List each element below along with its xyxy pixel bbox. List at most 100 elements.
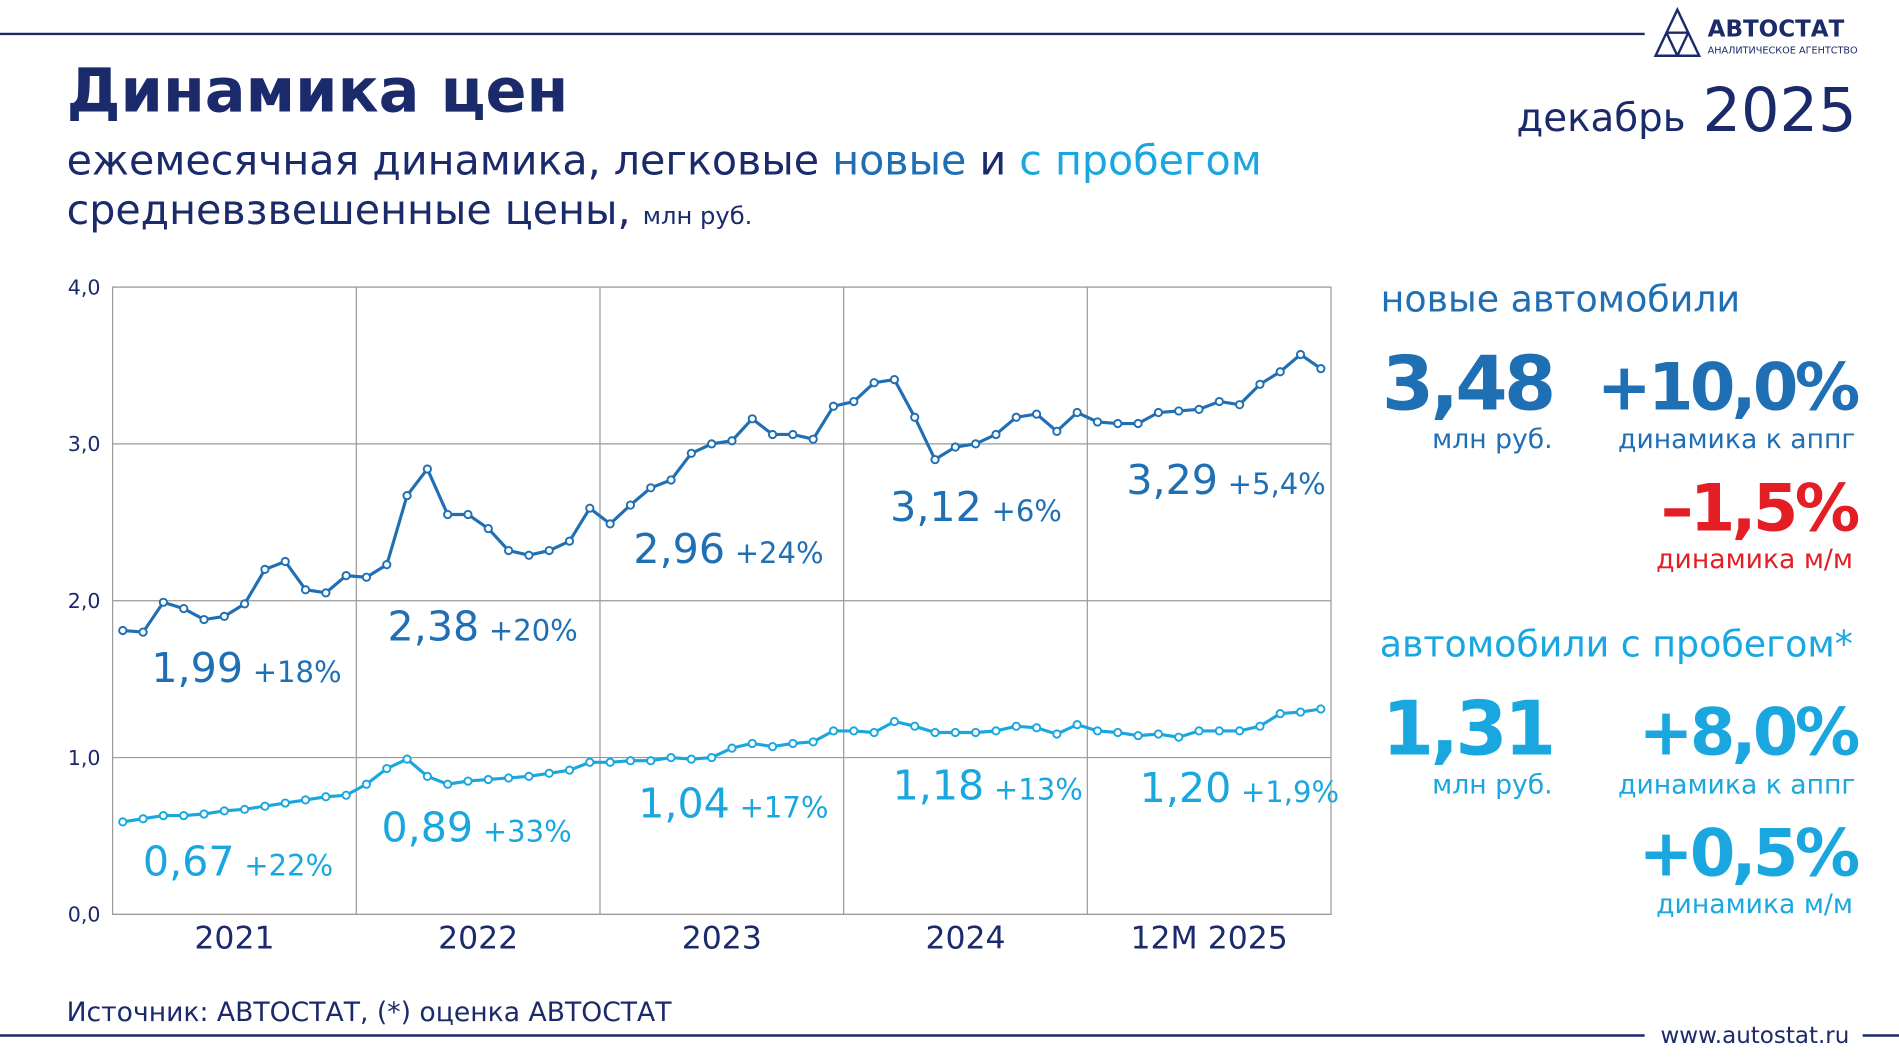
- y-tick-label: 3,0: [68, 432, 101, 456]
- annotation: 3,29 +5,4%: [1126, 456, 1325, 504]
- annotation: 1,99 +18%: [151, 644, 341, 692]
- logo-icon: [1653, 6, 1702, 57]
- x-group-label: 2021: [194, 920, 274, 956]
- data-point: [950, 442, 960, 452]
- data-point: [503, 545, 514, 556]
- subtitle-part: и: [966, 136, 1019, 184]
- data-point: [382, 560, 392, 570]
- data-point: [666, 475, 676, 485]
- x-group-label: 12M 2025: [1131, 920, 1288, 956]
- data-point: [605, 519, 615, 529]
- panel-unit: млн руб.: [1432, 769, 1553, 800]
- data-point: [991, 726, 1001, 736]
- subtitle-part: ежемесячная динамика, легковые: [67, 136, 833, 184]
- logo-name: АВТОСТАТ: [1708, 16, 1845, 42]
- data-point: [707, 752, 717, 763]
- data-point: [158, 597, 168, 607]
- data-point: [767, 429, 778, 440]
- data-point: [1092, 417, 1103, 427]
- data-point: [1153, 407, 1163, 418]
- data-point: [808, 737, 818, 747]
- annotation-change: +17%: [740, 791, 829, 825]
- subtitle-2: средневзвешенные цены, млн руб.: [67, 186, 753, 234]
- data-point: [625, 756, 636, 766]
- data-point: [219, 806, 229, 816]
- data-point: [889, 374, 900, 385]
- annotation-value: 2,38: [388, 603, 480, 651]
- panel-unit: млн руб.: [1432, 424, 1553, 455]
- data-point: [321, 588, 331, 598]
- data-point: [341, 571, 351, 581]
- data-point: [179, 603, 189, 614]
- annotation: 2,38 +20%: [388, 603, 578, 651]
- data-point: [930, 454, 940, 465]
- data-point: [280, 798, 290, 808]
- data-point: [889, 716, 900, 727]
- data-point: [382, 763, 392, 774]
- annotation-value: 1,99: [151, 644, 243, 692]
- data-point: [788, 738, 798, 749]
- data-point: [686, 448, 696, 458]
- annotation-value: 0,67: [143, 838, 235, 886]
- data-point: [240, 804, 250, 814]
- annotation-change: +13%: [994, 772, 1083, 806]
- annotation-change: +20%: [489, 614, 578, 648]
- data-point: [179, 810, 189, 821]
- title: Динамика цен: [67, 56, 569, 126]
- annotation: 2,96 +24%: [633, 525, 823, 573]
- data-point: [402, 491, 412, 501]
- annotation: 1,04 +17%: [638, 780, 828, 828]
- annotation-change: +1,9%: [1241, 775, 1339, 809]
- data-point: [463, 776, 473, 786]
- data-point: [1194, 404, 1204, 414]
- annotation-change: +5,4%: [1228, 467, 1326, 501]
- chart: 0,0 1,0 2,0 3,0 4,0 2021 2022 2023 2024 12M 2025 1…: [68, 275, 1339, 956]
- subtitle-part: с пробегом: [1019, 136, 1261, 184]
- source: Источник: АВТОСТАТ, (*) оценка АВТОСТАТ: [67, 997, 673, 1028]
- data-point: [199, 809, 209, 819]
- data-point: [361, 572, 372, 582]
- data-point: [1072, 407, 1082, 418]
- data-point: [1295, 707, 1306, 717]
- data-point: [138, 814, 148, 824]
- annotation-change: +24%: [735, 536, 824, 570]
- data-point: [199, 614, 209, 625]
- annotation-change: +33%: [483, 815, 572, 849]
- annotation-value: 3,29: [1126, 456, 1218, 504]
- annotation: 3,12 +6%: [890, 483, 1062, 531]
- panel-yoy-label: динамика к аппг: [1618, 769, 1855, 800]
- data-point: [422, 771, 432, 781]
- data-point: [1275, 709, 1285, 719]
- panel-yoy: +10,0%: [1597, 349, 1859, 425]
- period-year: 2025: [1703, 76, 1857, 146]
- data-point: [1153, 729, 1163, 739]
- panel-title: автомобили с пробегом*: [1380, 622, 1853, 665]
- annotation: 0,67 +22%: [143, 838, 333, 886]
- data-point: [443, 509, 453, 520]
- panel-price: 1,31: [1382, 685, 1553, 773]
- data-point: [1031, 409, 1042, 419]
- period: декабрь 2025: [1516, 76, 1856, 146]
- data-point: [727, 743, 737, 753]
- data-point: [646, 483, 656, 493]
- data-point: [849, 726, 859, 736]
- annotation: 1,18 +13%: [893, 761, 1083, 809]
- annotation-change: +18%: [253, 655, 342, 689]
- data-point: [280, 556, 290, 567]
- panel-mom: –1,5%: [1661, 470, 1859, 546]
- annotation-value: 1,04: [638, 780, 730, 828]
- data-point: [788, 429, 798, 440]
- data-point: [971, 439, 981, 449]
- data-point: [1194, 726, 1204, 736]
- data-point: [564, 765, 575, 775]
- panel-mom-label: динамика м/м: [1656, 889, 1853, 920]
- data-point: [260, 801, 270, 811]
- y-tick-label: 0,0: [68, 903, 101, 927]
- data-point: [300, 795, 311, 805]
- data-point: [808, 434, 818, 444]
- data-point: [971, 727, 981, 738]
- data-point: [747, 414, 757, 424]
- data-point: [950, 727, 960, 738]
